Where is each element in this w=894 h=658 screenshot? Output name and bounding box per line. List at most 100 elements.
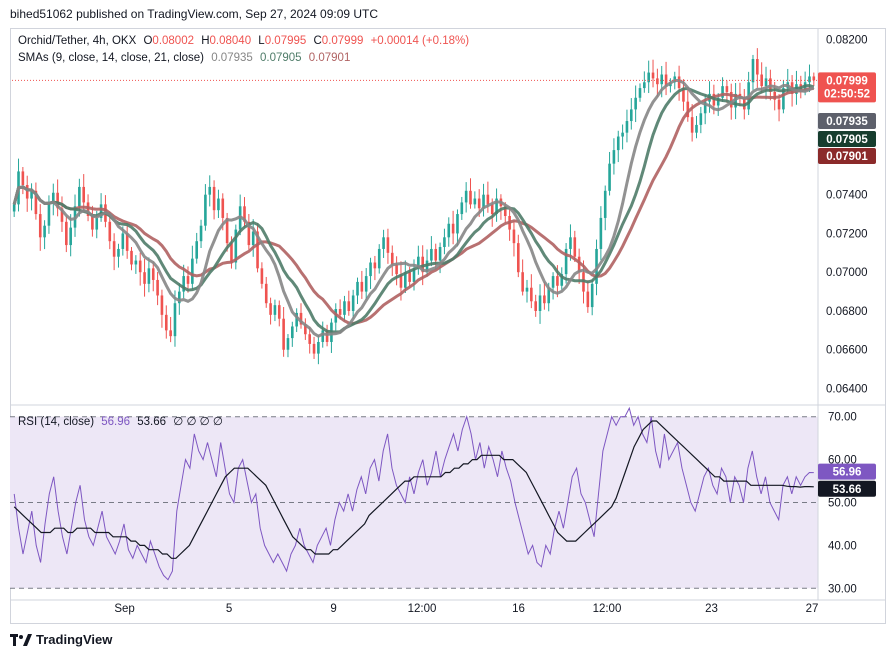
rsi-ma-line[interactable] [13,420,814,559]
rsi-axis-tick: 40.00 [828,540,857,552]
candle-body [443,237,446,248]
sma21-badge: 0.07901 [818,148,876,164]
candle-body [178,291,181,304]
candle-body [716,97,720,106]
candle-body [460,202,464,215]
price-axis-tick: 0.06400 [826,383,868,395]
sma9-value: 0.07935 [211,52,253,64]
sma21-badge-text: 0.07901 [826,151,868,163]
rsi-axis-tick: 70.00 [828,412,857,424]
candle-body [808,76,811,83]
candle-body [69,227,72,246]
candle-body [590,283,594,308]
candle-body [603,190,607,218]
candle-body [399,274,403,288]
candle-body [312,343,316,354]
candle-body [121,233,125,249]
candle-body [456,214,459,234]
candle-body [547,287,551,304]
candle-body [317,341,320,354]
candle-body [464,190,468,203]
candle-body [60,208,64,222]
candle-body [78,186,81,207]
candle-body [351,295,355,311]
candle-body [612,150,616,164]
candle-body [169,330,172,337]
candle-body [473,198,477,205]
candle-body [629,109,633,122]
candle-body [417,256,420,269]
candle-body [773,91,777,100]
candle-body [260,268,264,284]
candle-body [364,276,368,292]
sma9-badge-text: 0.07935 [826,116,868,128]
candle-body [65,221,68,246]
candle-body [586,291,590,308]
candle-body [599,217,603,249]
candle-body [516,243,520,273]
candle-body [264,283,268,304]
candle-body [395,264,398,275]
candle-body [699,113,703,125]
candle-body [373,262,377,269]
candle-body [729,91,733,108]
candle-body [404,272,407,288]
last-price-badge-text: 02:50:52 [824,88,870,100]
candle-body [690,117,694,133]
sma9-line[interactable] [12,79,815,338]
candle-body [325,330,329,342]
sma14-line[interactable] [12,83,815,334]
candle-body [134,260,138,265]
candle-body [12,204,16,212]
candle-body [812,76,816,81]
sma14-value: 0.07905 [259,52,302,64]
candle-body [230,243,233,263]
candle-body [108,221,112,242]
rsi-extras: ∅ ∅ ∅ ∅ [173,416,223,428]
candle-body [560,274,564,286]
candle-body [277,305,281,319]
symbol-label[interactable]: Orchid/Tether, 4h, OKX [18,35,137,47]
candle-body [308,334,312,344]
ohlc-h: H0.08040 [201,35,251,47]
candle-body [304,324,307,335]
candle-body [695,124,698,133]
rsi-label[interactable]: RSI (14, close) [18,416,95,428]
rsi-lines [13,406,814,581]
sma14-badge-text: 0.07905 [826,134,868,146]
candle-body [321,330,325,342]
candle-body [760,74,763,87]
candle-body [273,305,277,315]
price-axis-tick: 0.08200 [826,35,868,47]
sma-label[interactable]: SMAs (9, close, 14, close, 21, close) [18,52,204,64]
candle-body [95,217,99,230]
candle-body [660,74,664,85]
candle-body [538,295,542,311]
candle-body [634,97,637,110]
candle-body [469,190,472,205]
sma21-line[interactable] [12,87,814,326]
candle-body [217,198,220,211]
candle-body [117,248,120,257]
candle-body [656,78,659,85]
rsi-line[interactable] [13,406,814,581]
candle-body [295,312,298,327]
candle-body [151,268,155,280]
tradingview-brand: TradingView [36,632,113,647]
tradingview-footer[interactable]: TradingView [10,632,112,647]
candle-body [534,301,537,311]
candle-body [51,192,55,203]
candle-body [721,86,724,98]
rsi-legend: RSI (14, close) 56.96 53.66 ∅ ∅ ∅ ∅ [18,414,227,428]
candle-body [543,295,546,304]
tradingview-logo-icon [10,633,32,646]
price-axis-tick: 0.07000 [826,267,868,279]
candle-body [143,272,146,284]
rsi-badge-text: 56.96 [833,467,862,479]
candle-body [25,184,29,199]
candle-body [525,287,529,292]
candle-body [686,101,690,118]
